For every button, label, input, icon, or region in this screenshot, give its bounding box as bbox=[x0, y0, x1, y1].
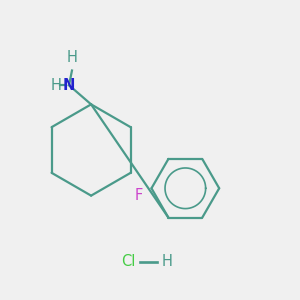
Text: N: N bbox=[63, 78, 75, 93]
Text: H: H bbox=[50, 78, 61, 93]
Text: Cl: Cl bbox=[121, 254, 135, 269]
Text: F: F bbox=[134, 188, 142, 203]
Text: H: H bbox=[67, 50, 77, 65]
Text: H: H bbox=[162, 254, 173, 269]
